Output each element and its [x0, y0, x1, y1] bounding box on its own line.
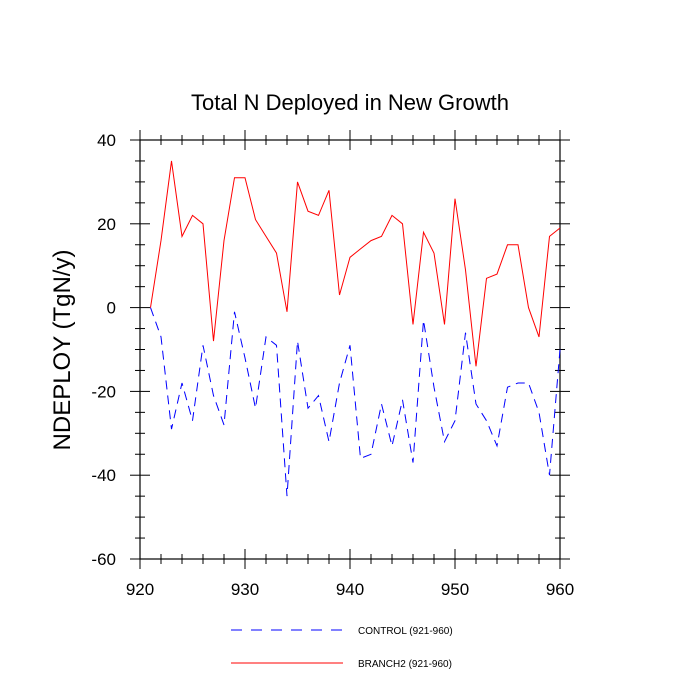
y-tick-labels: 40 20 0 -20 -40 -60	[91, 131, 116, 569]
legend: CONTROL (921-960) BRANCH2 (921-960)	[231, 626, 453, 670]
x-tick-label: 940	[336, 580, 364, 599]
chart-title: Total N Deployed in New Growth	[191, 90, 509, 115]
y-tick-label: 40	[97, 131, 116, 150]
y-tick-label: 20	[97, 215, 116, 234]
axis-ticks	[130, 130, 570, 569]
y-tick-label: 0	[107, 299, 116, 318]
y-tick-label: -20	[91, 382, 116, 401]
x-tick-label: 950	[441, 580, 469, 599]
series-lines	[150, 160, 561, 497]
series-line-branch2	[150, 160, 561, 367]
y-axis-label: NDEPLOY (TgN/y)	[49, 250, 76, 451]
x-tick-label: 920	[126, 580, 154, 599]
legend-label: CONTROL (921-960)	[358, 626, 453, 637]
x-tick-label: 960	[546, 580, 574, 599]
y-tick-label: -60	[91, 550, 116, 569]
legend-label: BRANCH2 (921-960)	[358, 659, 452, 670]
x-tick-label: 930	[231, 580, 259, 599]
series-line-control	[150, 307, 561, 497]
x-tick-labels: 920 930 940 950 960	[126, 580, 574, 599]
y-tick-label: -40	[91, 466, 116, 485]
